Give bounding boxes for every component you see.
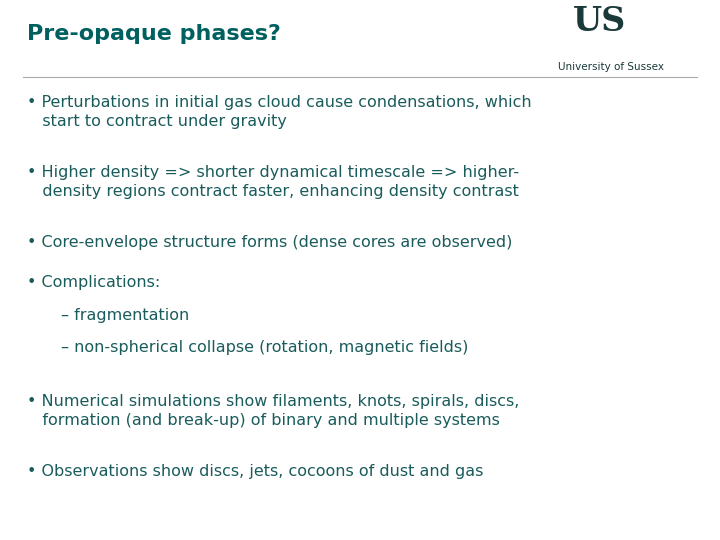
Text: • Perturbations in initial gas cloud cause condensations, which
   start to cont: • Perturbations in initial gas cloud cau… bbox=[27, 94, 532, 129]
Text: – non-spherical collapse (rotation, magnetic fields): – non-spherical collapse (rotation, magn… bbox=[61, 340, 469, 355]
Text: • Numerical simulations show filaments, knots, spirals, discs,
   formation (and: • Numerical simulations show filaments, … bbox=[27, 394, 520, 428]
Text: US: US bbox=[572, 5, 626, 38]
Text: • Observations show discs, jets, cocoons of dust and gas: • Observations show discs, jets, cocoons… bbox=[27, 464, 484, 480]
Text: • Higher density => shorter dynamical timescale => higher-
   density regions co: • Higher density => shorter dynamical ti… bbox=[27, 165, 520, 199]
Text: • Core-envelope structure forms (dense cores are observed): • Core-envelope structure forms (dense c… bbox=[27, 235, 513, 250]
Text: – fragmentation: – fragmentation bbox=[61, 308, 189, 323]
Text: • Complications:: • Complications: bbox=[27, 275, 161, 291]
Text: Pre-opaque phases?: Pre-opaque phases? bbox=[27, 24, 282, 44]
Text: University of Sussex: University of Sussex bbox=[558, 62, 664, 72]
